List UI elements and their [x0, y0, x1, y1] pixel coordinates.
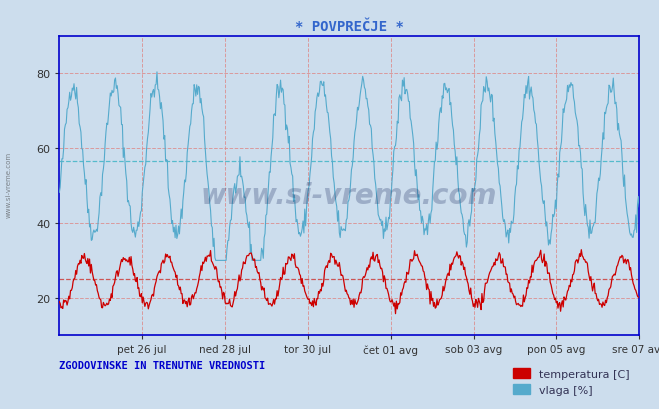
Text: www.si-vreme.com: www.si-vreme.com [201, 181, 498, 209]
Title: * POVPREČJE *: * POVPREČJE * [295, 20, 404, 34]
Text: ZGODOVINSKE IN TRENUTNE VREDNOSTI: ZGODOVINSKE IN TRENUTNE VREDNOSTI [59, 360, 266, 370]
Legend: temperatura [C], vlaga [%]: temperatura [C], vlaga [%] [509, 364, 634, 399]
Text: www.si-vreme.com: www.si-vreme.com [5, 151, 12, 217]
